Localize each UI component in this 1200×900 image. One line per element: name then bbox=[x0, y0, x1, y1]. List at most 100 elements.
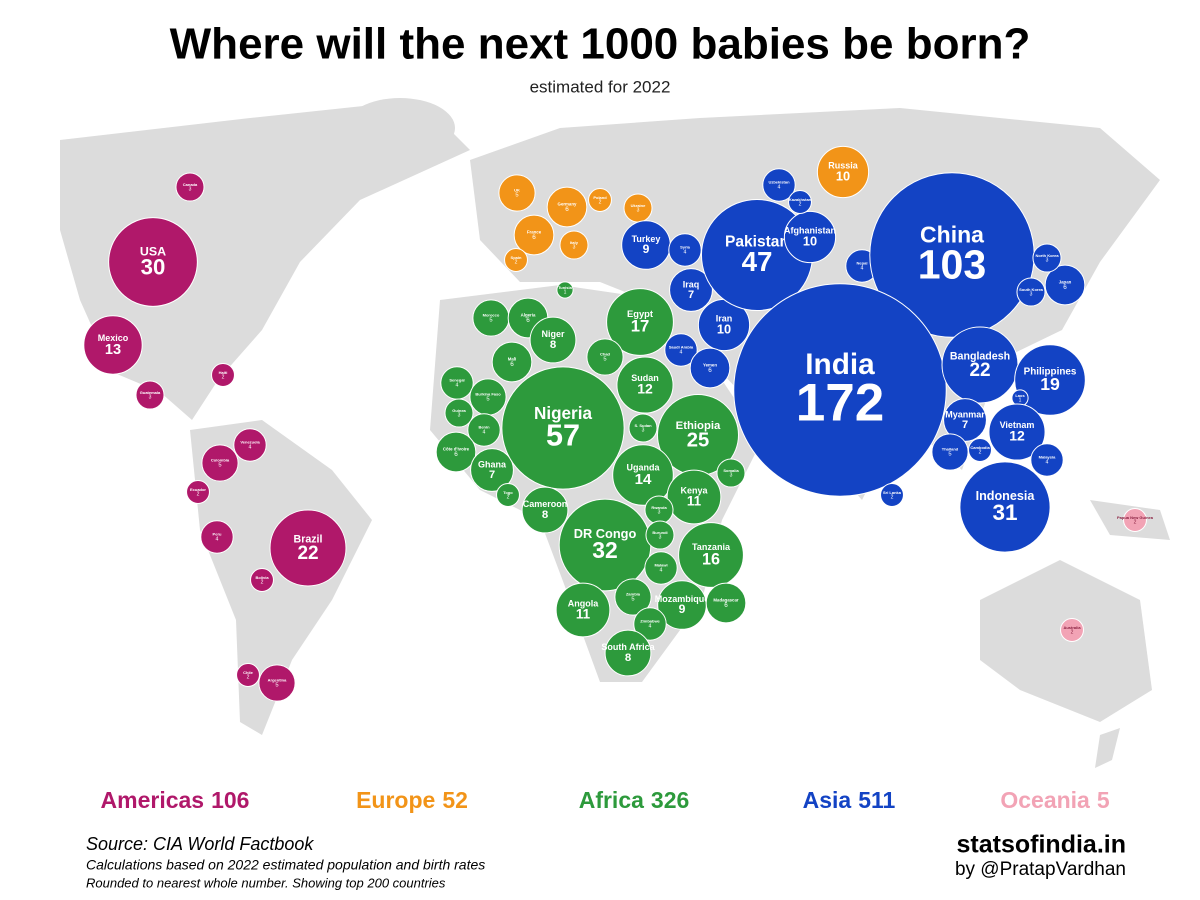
country-name: Australia bbox=[1063, 625, 1081, 630]
country-name: Morocco bbox=[483, 312, 500, 317]
country-value: 5 bbox=[515, 193, 518, 199]
legend-entry: Americas 106 bbox=[101, 787, 250, 813]
country-value: 3 bbox=[730, 473, 733, 479]
country-bubble bbox=[606, 288, 674, 356]
note: Rounded to nearest whole number. Showing… bbox=[86, 875, 446, 890]
legend-region: Oceania bbox=[1000, 787, 1090, 813]
country-name: Madagascar bbox=[713, 597, 739, 602]
country-bubble bbox=[1016, 277, 1046, 307]
legend-region: Europe bbox=[356, 787, 435, 813]
country-bubble bbox=[200, 520, 234, 554]
country-name: South Africa bbox=[601, 642, 655, 652]
country-name: Burundi bbox=[652, 530, 667, 535]
country-value: 3 bbox=[642, 428, 645, 434]
country-bubble bbox=[959, 461, 1051, 553]
country-bubble bbox=[689, 347, 731, 389]
country-name: Togo bbox=[503, 490, 513, 495]
country-bubble bbox=[556, 281, 574, 299]
country-name: Cameroon bbox=[523, 499, 568, 509]
country-name: Iraq bbox=[683, 279, 700, 289]
country-value: 3 bbox=[149, 395, 152, 401]
country-value: 12 bbox=[637, 381, 653, 397]
legend-total: 52 bbox=[442, 787, 468, 813]
country-bubble bbox=[546, 186, 588, 228]
country-name: DR Congo bbox=[574, 526, 637, 541]
legend-region: Americas bbox=[101, 787, 205, 813]
country-name: Angola bbox=[568, 598, 599, 608]
country-bubble bbox=[250, 568, 274, 592]
country-bubble bbox=[588, 188, 612, 212]
country-name: North Korea bbox=[1035, 253, 1059, 258]
country-value: 6 bbox=[510, 361, 514, 368]
country-name: South Korea bbox=[1019, 287, 1044, 292]
country-bubble bbox=[435, 431, 477, 473]
country-bubble bbox=[555, 582, 611, 638]
country-name: France bbox=[527, 229, 542, 234]
country-name: Malaysia bbox=[1039, 455, 1056, 460]
country-bubble bbox=[521, 486, 569, 534]
country-name: Colombia bbox=[211, 457, 230, 462]
country-name: Malawi bbox=[654, 563, 667, 568]
country-value: 2 bbox=[891, 495, 894, 501]
country-name: Turkey bbox=[632, 234, 661, 244]
country-name: Tunisia bbox=[558, 285, 572, 290]
country-bubble bbox=[498, 174, 536, 212]
country-value: 2 bbox=[261, 580, 264, 586]
country-value: 7 bbox=[962, 419, 968, 431]
country-bubble bbox=[586, 338, 624, 376]
country-bubble bbox=[236, 663, 260, 687]
country-value: 3 bbox=[458, 413, 461, 419]
country-name: Thailand bbox=[942, 446, 959, 451]
country-value: 3 bbox=[189, 187, 192, 193]
country-value: 2 bbox=[222, 375, 225, 381]
legend-total: 511 bbox=[858, 787, 895, 813]
country-name: Egypt bbox=[627, 309, 653, 319]
country-name: Nigeria bbox=[534, 404, 592, 423]
country-name: Iran bbox=[716, 314, 733, 324]
country-name: Mali bbox=[508, 356, 516, 361]
country-value: 2 bbox=[515, 260, 518, 266]
country-name: Japan bbox=[1059, 279, 1072, 284]
country-value: 3 bbox=[573, 245, 576, 251]
country-name: Poland bbox=[593, 195, 607, 200]
country-name: Peru bbox=[213, 532, 222, 537]
country-name: Yemen bbox=[703, 362, 717, 367]
country-value: 9 bbox=[643, 242, 650, 256]
country-value: 6 bbox=[708, 367, 712, 374]
country-name: Kazakhstan bbox=[789, 197, 812, 202]
country-value: 2 bbox=[979, 450, 982, 456]
country-name: Chad bbox=[600, 351, 611, 356]
country-name: Sudan bbox=[631, 373, 659, 383]
country-value: 4 bbox=[1046, 460, 1049, 466]
legend-total: 5 bbox=[1097, 787, 1110, 813]
country-bubble bbox=[186, 480, 210, 504]
country-value: 5 bbox=[603, 357, 606, 363]
country-name: Senegal bbox=[449, 378, 464, 383]
country-value: 4 bbox=[456, 383, 459, 389]
country-value: 12 bbox=[1009, 428, 1025, 444]
country-name: UK bbox=[514, 187, 520, 192]
country-name: Niger bbox=[541, 329, 565, 339]
country-name: Italy bbox=[570, 240, 579, 245]
country-bubble bbox=[233, 428, 267, 462]
country-value: 25 bbox=[687, 430, 710, 452]
country-value: 5 bbox=[275, 683, 278, 689]
country-name: USA bbox=[140, 244, 166, 258]
country-value: 8 bbox=[550, 339, 557, 351]
country-name: Venezuela bbox=[240, 440, 260, 445]
country-bubble bbox=[529, 316, 577, 364]
country-bubble bbox=[504, 248, 528, 272]
country-value: 5 bbox=[948, 452, 951, 458]
country-bubble bbox=[633, 607, 667, 641]
country-name: Zambia bbox=[626, 591, 641, 596]
country-name: Ecuador bbox=[190, 487, 206, 492]
country-name: Philippines bbox=[1024, 367, 1077, 378]
legend-entry: Asia 511 bbox=[803, 787, 896, 813]
note: Calculations based on 2022 estimated pop… bbox=[86, 857, 485, 873]
country-bubble bbox=[258, 664, 296, 702]
country-value: 2 bbox=[1071, 630, 1074, 636]
country-value: 30 bbox=[141, 255, 166, 280]
country-name: Canada bbox=[183, 182, 198, 187]
country-bubble bbox=[614, 578, 652, 616]
country-name: Somalia bbox=[723, 468, 739, 473]
